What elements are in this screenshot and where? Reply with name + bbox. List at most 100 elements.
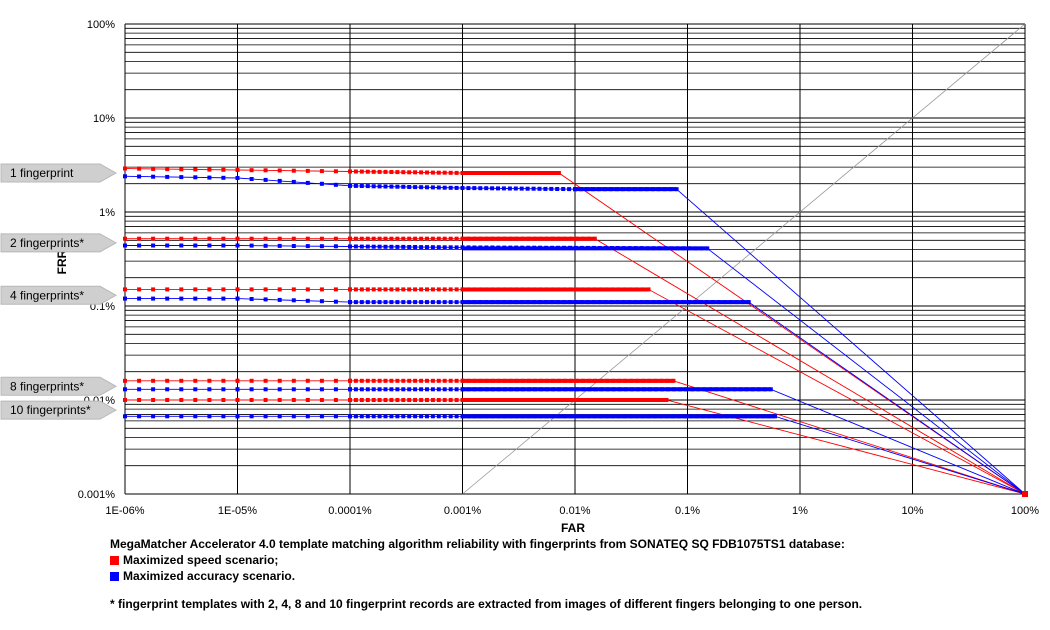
series-line xyxy=(125,288,1026,495)
series-point xyxy=(436,287,441,292)
series-point xyxy=(235,168,240,172)
series-end-point xyxy=(1022,491,1028,497)
caption-footnote: * fingerprint templates with 2, 4, 8 and… xyxy=(110,597,863,611)
series-point xyxy=(348,287,352,292)
series-point xyxy=(263,387,268,392)
series-point xyxy=(263,168,268,173)
series-point xyxy=(365,169,370,174)
series-point xyxy=(425,398,429,402)
series-point xyxy=(419,236,424,241)
series-point xyxy=(401,170,406,175)
series-point xyxy=(235,387,240,392)
series-point xyxy=(123,296,127,301)
series-point xyxy=(425,378,429,383)
x-tick-label: 0.001% xyxy=(444,505,482,517)
y-axis-title: FRR xyxy=(55,249,69,274)
series-point xyxy=(207,236,212,241)
series-point xyxy=(419,300,424,305)
series-10 xyxy=(123,414,1026,495)
series-point xyxy=(436,185,441,190)
series-point xyxy=(454,236,459,241)
x-tick-label: 0.0001% xyxy=(328,505,372,517)
series-point xyxy=(333,182,338,187)
series-point xyxy=(448,387,453,392)
series-point xyxy=(249,287,254,292)
y-tick-label: 0.001% xyxy=(78,489,116,501)
series-point xyxy=(389,378,394,383)
series-point xyxy=(413,378,418,383)
series-point xyxy=(395,244,400,249)
series-point xyxy=(193,296,198,301)
series-point xyxy=(395,170,400,175)
series-point xyxy=(425,236,429,241)
series-point xyxy=(291,244,296,248)
series-point xyxy=(179,175,184,180)
series-point xyxy=(353,169,358,174)
callout-arrow xyxy=(0,376,118,396)
series-point xyxy=(263,177,268,182)
series-point xyxy=(348,236,352,241)
series-point xyxy=(319,244,324,249)
series-point xyxy=(348,398,352,402)
series-point xyxy=(383,414,388,419)
series-point xyxy=(425,287,429,292)
series-point xyxy=(151,296,156,301)
series-point xyxy=(235,176,240,180)
series-point xyxy=(442,236,447,241)
series-point xyxy=(448,185,453,190)
series-point xyxy=(401,287,406,292)
series-point xyxy=(151,166,156,171)
series-point xyxy=(179,236,184,241)
series-point xyxy=(353,378,358,383)
chart-series xyxy=(123,166,1028,497)
series-point xyxy=(407,378,412,383)
series-point xyxy=(425,387,429,392)
series-point xyxy=(179,414,184,419)
series-point xyxy=(513,186,518,191)
series-point xyxy=(123,387,127,392)
series-point xyxy=(137,296,142,301)
series-point xyxy=(319,236,324,241)
series-point xyxy=(291,168,296,173)
series-point xyxy=(333,398,338,402)
series-point xyxy=(263,398,268,402)
series-point xyxy=(389,287,394,292)
series-point xyxy=(531,186,536,191)
series-point xyxy=(137,174,142,179)
series-point xyxy=(555,187,560,191)
series-point xyxy=(664,398,669,402)
series-point xyxy=(291,179,296,184)
series-point xyxy=(430,287,435,292)
x-tick-label: 100% xyxy=(1011,505,1039,517)
series-point xyxy=(291,414,296,419)
series-point xyxy=(348,300,352,305)
series-point xyxy=(419,387,424,392)
series-line xyxy=(125,388,1026,495)
series-point xyxy=(319,387,324,392)
series-point xyxy=(407,287,412,292)
series-point xyxy=(277,243,282,248)
series-point xyxy=(221,175,226,180)
series-point xyxy=(430,170,435,175)
series-point xyxy=(305,168,310,173)
series-point xyxy=(193,378,198,383)
series-point xyxy=(442,398,447,402)
series-point xyxy=(436,414,441,419)
series-point xyxy=(454,398,459,402)
series-point xyxy=(646,287,651,292)
series-point xyxy=(221,296,226,301)
series-point xyxy=(430,245,435,250)
series-3 xyxy=(123,236,1026,495)
series-point xyxy=(123,166,127,171)
series-point xyxy=(353,300,358,305)
series-point xyxy=(179,243,184,248)
series-point xyxy=(123,236,127,241)
series-point xyxy=(454,387,459,392)
series-point xyxy=(448,245,453,250)
series-point xyxy=(249,297,254,301)
series-point xyxy=(389,170,394,174)
series-point xyxy=(353,183,358,188)
legend-item-accuracy: Maximized accuracy scenario. xyxy=(110,568,1040,584)
series-point xyxy=(319,169,324,174)
